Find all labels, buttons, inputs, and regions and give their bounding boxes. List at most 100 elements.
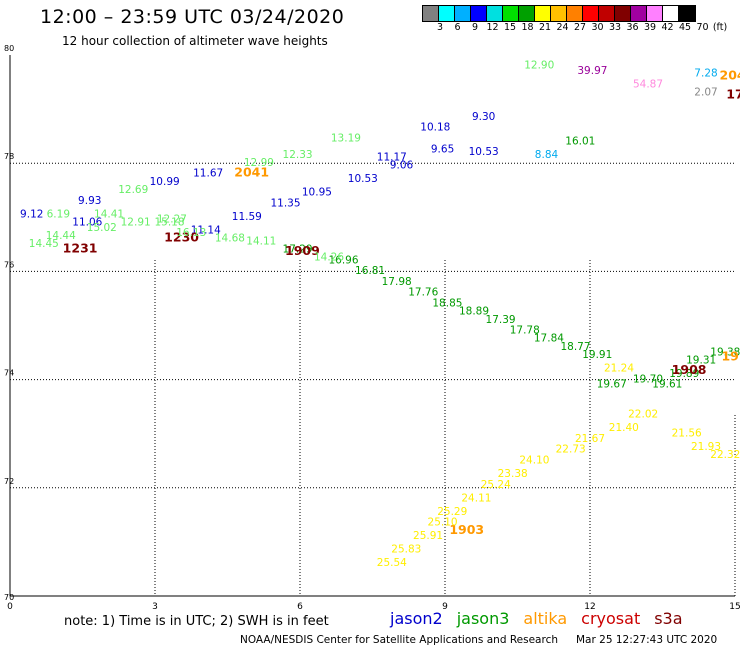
color-scale-label: 3 [436, 22, 444, 33]
color-scale-label: 33 [608, 22, 622, 33]
data-point-label: 14.68 [215, 233, 245, 245]
data-point-label: 11.06 [72, 216, 102, 228]
data-point-label: 21.93 [691, 441, 721, 453]
y-tick-label: 74 [4, 369, 14, 378]
data-point-label: 12.91 [121, 216, 151, 228]
data-point-label: 12.69 [118, 184, 148, 196]
data-point-label: 17 [726, 86, 740, 101]
x-tick-label: 3 [152, 602, 158, 612]
data-point-label: 19.67 [597, 379, 627, 391]
color-scale-label: 30 [591, 22, 604, 33]
color-scale-label: 15 [503, 22, 517, 33]
color-scale-label: 12 [486, 22, 499, 33]
data-point-label: 1908 [672, 362, 707, 377]
data-point-label: 1231 [63, 240, 98, 255]
data-point-label: 2.07 [694, 87, 717, 99]
color-scale-legend [422, 5, 696, 22]
data-point-label: 17.76 [408, 287, 438, 299]
data-point-label: 1903 [449, 522, 484, 537]
data-point-label: 17.84 [534, 333, 564, 345]
x-tick-label: 12 [584, 602, 595, 612]
data-point-label: 14.41 [94, 208, 124, 220]
data-point-label: 19 [721, 349, 738, 364]
data-point-label: 18.85 [432, 298, 462, 310]
color-scale-label: 27 [573, 22, 587, 33]
data-point-label: 10.99 [150, 176, 180, 188]
data-point-label: 17.78 [510, 325, 540, 337]
color-swatch [567, 6, 583, 21]
satellite-legend-item: jason3 [456, 609, 510, 628]
color-swatch [583, 6, 599, 21]
data-point-label: 21.67 [575, 433, 605, 445]
color-swatch [439, 6, 455, 21]
data-point-label: 17.39 [486, 314, 516, 326]
credit-text: NOAA/NESDIS Center for Satellite Applica… [240, 634, 558, 646]
satellite-legend: jason2 jason3 altika cryosat s3a [390, 609, 683, 628]
y-tick-label: 78 [4, 152, 14, 161]
x-tick-label: 6 [297, 602, 303, 612]
data-point-label: 15.02 [87, 222, 117, 234]
data-point-label: 8.84 [535, 149, 559, 161]
data-point-label: 19.70 [633, 373, 663, 385]
data-point-label: 54.87 [633, 78, 663, 90]
data-point-label: 12.27 [157, 214, 187, 226]
data-point-label: 1909 [285, 243, 320, 258]
color-scale-label: 9 [471, 22, 479, 33]
data-point-label: 10.18 [420, 122, 450, 134]
data-point-label: 24.10 [519, 454, 549, 466]
chart-title: 12:00 – 23:59 UTC 03/24/2020 [40, 6, 345, 28]
data-point-label: 19.38 [710, 346, 740, 358]
data-point-label: 19.89 [669, 368, 699, 380]
data-point-label: 10.53 [469, 146, 499, 158]
color-swatch [663, 6, 679, 21]
chart-subtitle: 12 hour collection of altimeter wave hei… [62, 34, 328, 48]
data-point-label: 16.81 [355, 265, 385, 277]
color-scale-label: 70 [696, 22, 709, 33]
data-point-label: 17.98 [382, 276, 412, 288]
data-point-label: 14.26 [314, 252, 344, 264]
data-point-label: 39.97 [577, 65, 607, 77]
color-scale-label: 6 [454, 22, 461, 33]
data-point-label: 11.35 [270, 197, 300, 209]
data-point-label: 204 [720, 67, 740, 82]
data-point-label: 19.31 [686, 354, 716, 366]
data-point-label: 2041 [234, 165, 269, 180]
data-point-label: 10.95 [302, 187, 332, 199]
data-point-label: 25.91 [413, 530, 443, 542]
data-point-label: 21.24 [604, 362, 634, 374]
data-point-label: 9.65 [431, 143, 454, 155]
color-scale-label: 39 [643, 22, 657, 33]
data-point-label: 11.17 [377, 151, 407, 163]
data-point-label: 14.45 [29, 238, 59, 250]
data-point-label: 1230 [164, 230, 199, 245]
footer: NOAA/NESDIS Center for Satellite Applica… [240, 634, 717, 646]
color-swatch [455, 6, 471, 21]
data-point-label: 25.29 [437, 506, 467, 518]
x-tick-label: 0 [7, 602, 13, 612]
color-swatch [471, 6, 487, 21]
data-point-label: 6.19 [47, 208, 70, 220]
data-point-label: 14.44 [46, 230, 76, 242]
color-swatch [551, 6, 567, 21]
satellite-legend-item: jason2 [390, 609, 443, 628]
y-tick-label: 76 [4, 260, 14, 269]
color-swatch [487, 6, 503, 21]
color-swatch [631, 6, 647, 21]
data-point-label: 16.96 [328, 254, 358, 266]
color-swatch [615, 6, 631, 21]
data-point-label: 11.14 [191, 225, 221, 237]
data-point-label: 25.54 [377, 557, 407, 569]
color-swatch [647, 6, 663, 21]
data-point-label: 18.89 [459, 306, 489, 318]
color-swatch [679, 6, 695, 21]
data-point-label: 21.56 [672, 427, 702, 439]
data-point-label: 13.19 [331, 133, 361, 145]
data-point-label: 22.73 [556, 444, 586, 456]
data-point-label: 21.40 [609, 422, 639, 434]
data-point-label: 15.18 [154, 216, 184, 228]
data-point-label: 25.83 [391, 544, 421, 556]
data-point-label: 25.10 [428, 517, 458, 529]
data-point-label: 12.99 [244, 157, 274, 169]
color-swatch [535, 6, 551, 21]
